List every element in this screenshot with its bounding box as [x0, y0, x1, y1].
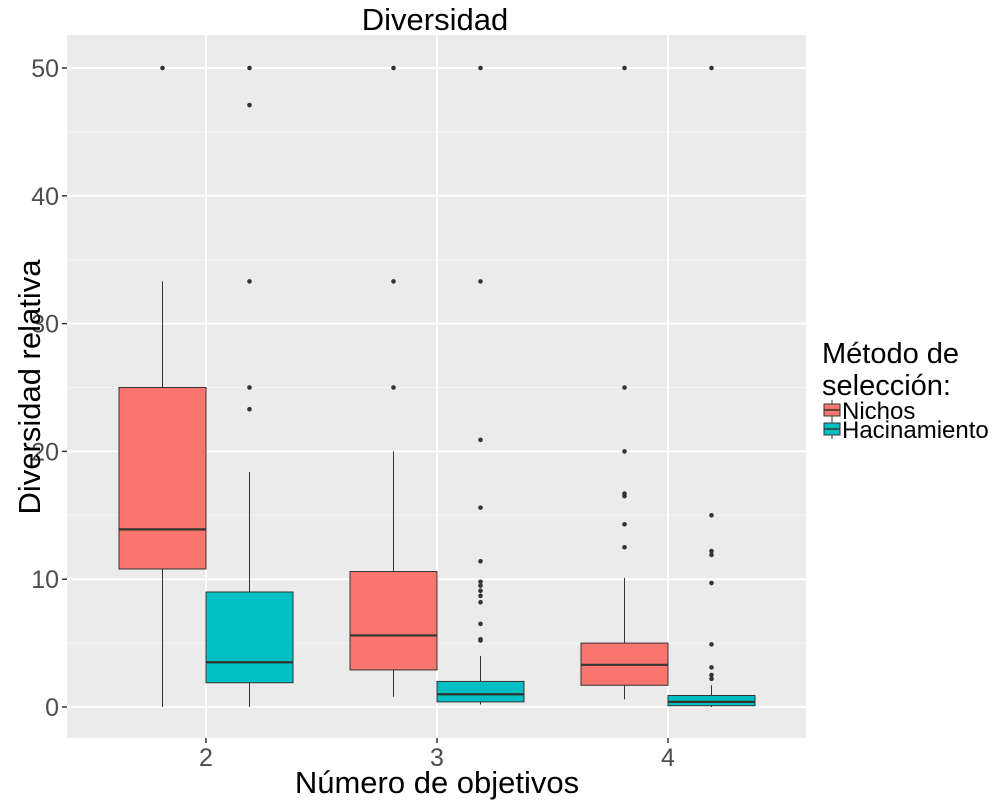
- outlier-point: [247, 65, 252, 71]
- box-hacinamiento-2: [205, 65, 294, 707]
- outlier-point: [622, 491, 627, 496]
- outlier-point: [391, 385, 396, 390]
- y-tick-label: 20: [31, 438, 59, 466]
- outlier-point: [622, 521, 627, 527]
- y-tick-label: 50: [31, 55, 59, 83]
- box-hacinamiento-4: [667, 65, 756, 707]
- y-tick-label: 30: [31, 311, 59, 339]
- y-tick-label: 10: [31, 566, 59, 594]
- outlier-point: [247, 279, 252, 284]
- outlier-point: [160, 65, 165, 71]
- outlier-point: [709, 676, 714, 682]
- x-axis-title: Número de objetivos: [295, 765, 579, 800]
- legend-item-hacinamiento: Hacinamiento: [823, 417, 989, 444]
- outlier-point: [478, 437, 483, 443]
- box-iqr: [118, 387, 207, 570]
- outlier-point: [709, 580, 714, 586]
- box-iqr: [436, 680, 525, 703]
- outlier-point: [478, 621, 483, 627]
- outlier-point: [709, 642, 714, 647]
- outlier-point: [247, 385, 252, 390]
- outlier-point: [478, 588, 483, 594]
- legend-label: Nichos: [842, 398, 915, 425]
- outlier-point: [478, 583, 483, 588]
- x-tick-label: 4: [661, 744, 675, 772]
- box-nichos-4: [580, 65, 669, 700]
- outlier-point: [478, 593, 483, 599]
- chart-title: Diversidad: [362, 2, 508, 37]
- box-nichos-3: [349, 65, 438, 697]
- box-iqr: [667, 694, 756, 707]
- y-tick-label: 0: [45, 694, 59, 722]
- y-tick-label: 40: [31, 183, 59, 211]
- y-axis-ticks: 0 10 20 30 40 50: [31, 55, 67, 722]
- outlier-point: [622, 385, 627, 390]
- outlier-point: [478, 279, 483, 284]
- outlier-point: [622, 449, 627, 454]
- box-iqr: [349, 571, 438, 671]
- outlier-point: [622, 544, 627, 550]
- x-tick-label: 3: [430, 744, 444, 772]
- legend-title-line-2: selección:: [822, 370, 951, 402]
- outlier-point: [478, 65, 483, 71]
- outlier-point: [709, 552, 714, 558]
- outlier-point: [247, 102, 252, 108]
- outlier-point: [247, 406, 252, 412]
- outlier-point: [709, 672, 714, 678]
- box-hacinamiento-3: [436, 65, 525, 705]
- box-series: [118, 65, 756, 707]
- box-iqr: [205, 591, 294, 684]
- legend-title-line-1: Método de: [822, 338, 959, 370]
- outlier-point: [709, 65, 714, 71]
- outlier-point: [478, 599, 483, 605]
- x-tick-label: 2: [199, 744, 213, 772]
- outlier-point: [478, 505, 483, 510]
- legend-label: Hacinamiento: [842, 417, 989, 444]
- outlier-point: [709, 665, 714, 670]
- outlier-point: [478, 559, 483, 564]
- outlier-point: [391, 279, 396, 284]
- x-axis-ticks: 2 3 4: [199, 738, 675, 772]
- outlier-point: [709, 548, 714, 554]
- box-nichos-2: [118, 65, 207, 707]
- outlier-point: [391, 65, 396, 71]
- outlier-point: [622, 65, 627, 71]
- outlier-point: [709, 513, 714, 518]
- outlier-point: [478, 579, 483, 585]
- y-axis-title: Diversidad relativa: [12, 259, 47, 515]
- outlier-point: [478, 636, 483, 642]
- legend-item-nichos: Nichos: [823, 398, 915, 425]
